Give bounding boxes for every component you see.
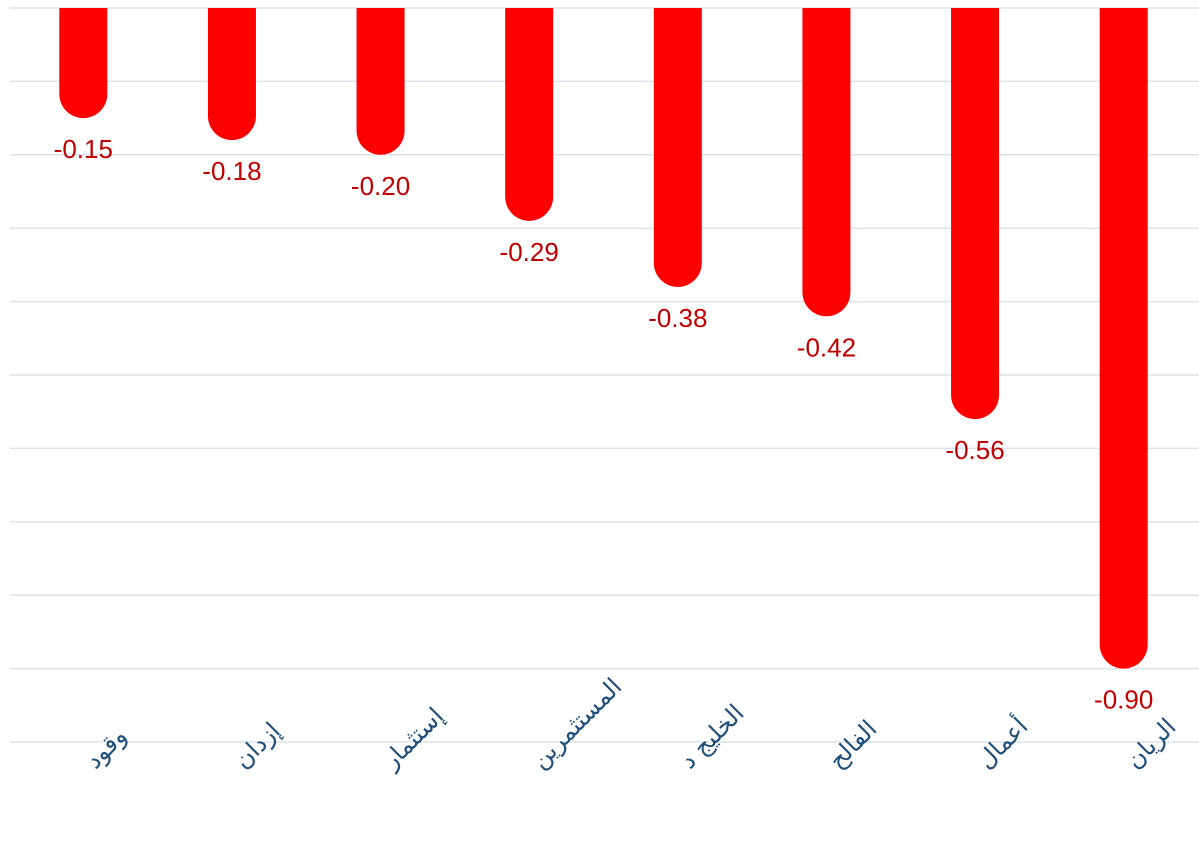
- bar: [59, 8, 108, 119]
- bar: [207, 8, 256, 141]
- category-label: الخليج د: [674, 699, 749, 774]
- value-label: -0.15: [54, 134, 113, 164]
- value-label: -0.38: [648, 303, 707, 333]
- value-labels: -0.15 -0.18 -0.20 -0.29 -0.38 -0.42 -0.56 -0.90: [54, 134, 1154, 715]
- value-label: -0.20: [351, 171, 410, 201]
- gridlines: [10, 7, 1199, 743]
- value-label: -0.56: [945, 435, 1004, 465]
- category-label: المستثمرين: [526, 673, 628, 775]
- value-label: -0.29: [500, 237, 559, 267]
- bar: [1099, 8, 1148, 669]
- value-label: -0.42: [797, 332, 856, 362]
- bar: [802, 8, 851, 317]
- bar: [653, 8, 702, 287]
- bar: [951, 8, 1000, 420]
- category-label: إستثمار: [376, 702, 450, 776]
- bar: [505, 8, 554, 221]
- category-labels: وقود إزدان إستثمار المستثمرين الخليج د الفالح…: [80, 673, 1182, 776]
- category-label: إزدان: [228, 717, 286, 775]
- bar: [356, 8, 405, 155]
- category-label: وقود: [80, 722, 132, 774]
- value-label: -0.18: [202, 156, 261, 186]
- value-label: -0.90: [1094, 685, 1153, 715]
- category-label: الريان: [1120, 713, 1181, 774]
- category-label: الفالح: [823, 715, 883, 775]
- bars: [59, 8, 1148, 669]
